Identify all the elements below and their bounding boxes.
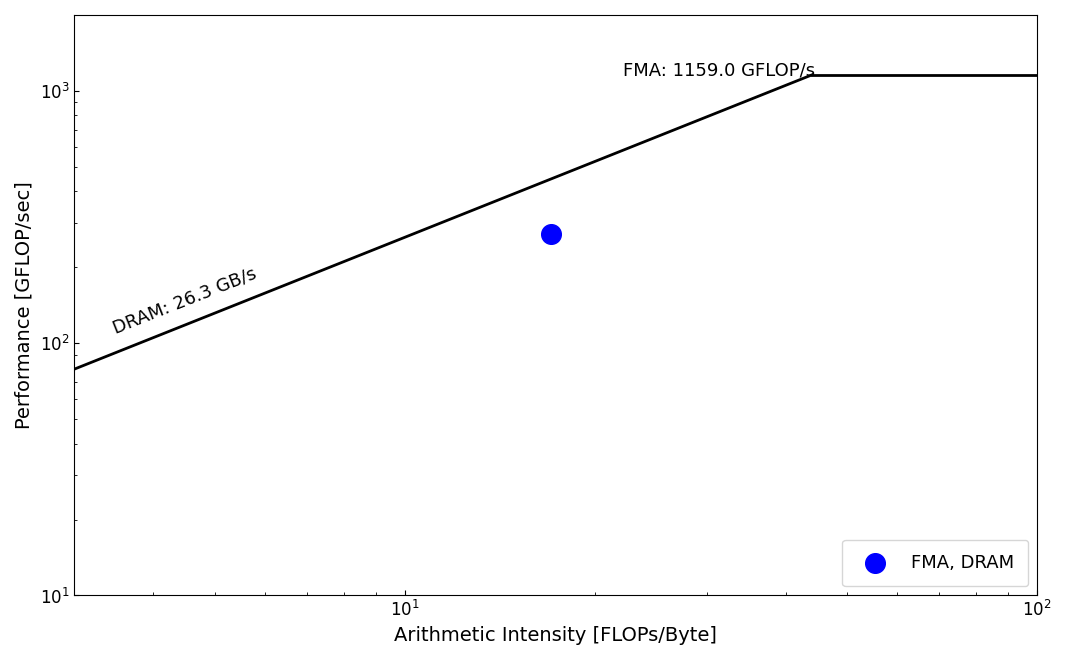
Y-axis label: Performance [GFLOP/sec]: Performance [GFLOP/sec] xyxy=(15,182,34,429)
Text: FMA: 1159.0 GFLOP/s: FMA: 1159.0 GFLOP/s xyxy=(623,61,815,79)
X-axis label: Arithmetic Intensity [FLOPs/Byte]: Arithmetic Intensity [FLOPs/Byte] xyxy=(395,626,717,645)
FMA, DRAM xyxy=(542,229,559,240)
Text: DRAM: 26.3 GB/s: DRAM: 26.3 GB/s xyxy=(110,264,258,337)
Legend: FMA, DRAM: FMA, DRAM xyxy=(842,540,1029,587)
